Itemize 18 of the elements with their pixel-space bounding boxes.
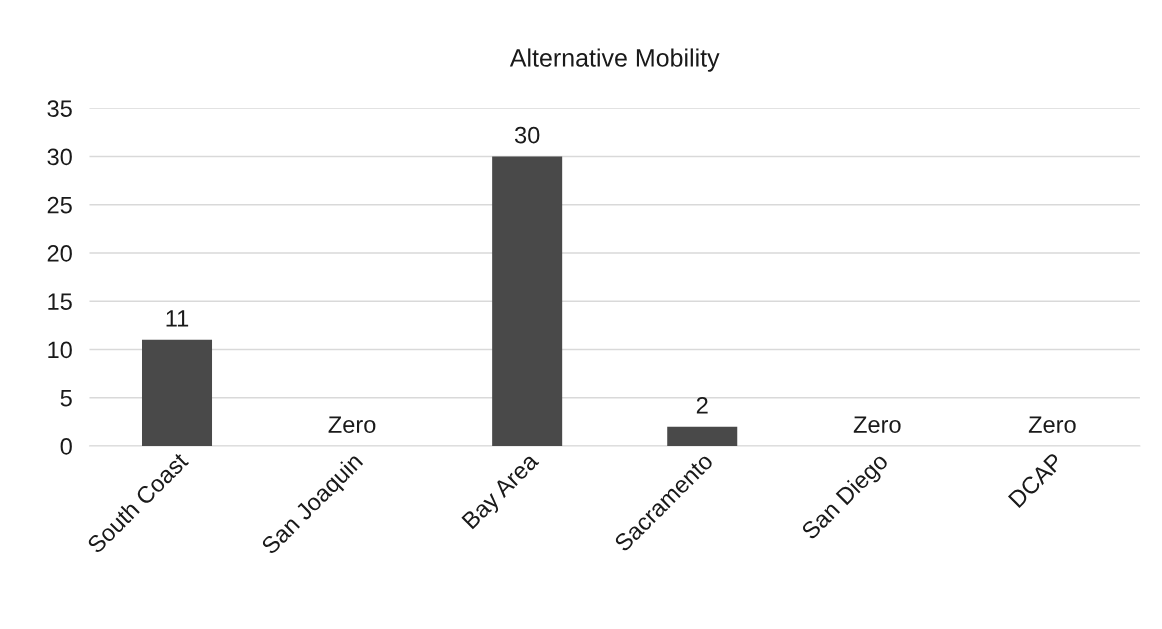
- y-tick-label: 30: [47, 148, 72, 166]
- y-tick-label: 0: [60, 438, 72, 455]
- data-label: 30: [514, 126, 540, 144]
- data-label: Zero: [853, 416, 901, 433]
- data-label: Zero: [328, 416, 376, 433]
- y-tick-label: 35: [47, 100, 72, 117]
- bar: [492, 156, 563, 446]
- data-label: 2: [696, 396, 708, 414]
- bar: [142, 339, 213, 446]
- y-tick-label: 5: [60, 390, 72, 407]
- bar: [667, 426, 738, 446]
- data-label: 11: [166, 310, 189, 327]
- y-tick-label: 20: [47, 245, 72, 262]
- chart-title: Alternative Mobility: [509, 48, 720, 72]
- y-tick-label: 10: [48, 341, 72, 359]
- y-tick-label: 25: [47, 196, 72, 214]
- data-label: Zero: [1028, 416, 1076, 433]
- y-tick-label: 15: [48, 293, 72, 310]
